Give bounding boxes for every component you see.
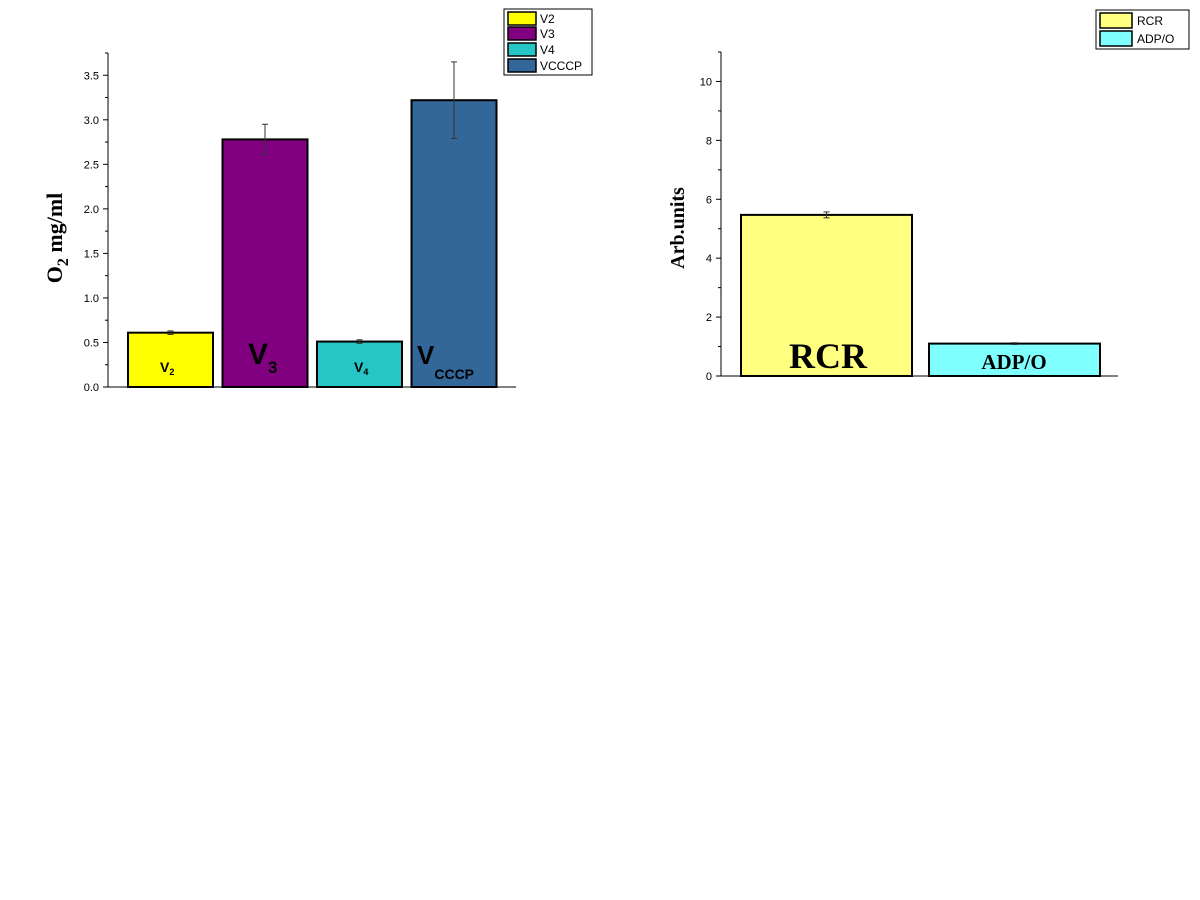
y-tick-label: 3.5 (84, 70, 99, 82)
bar-v2 (127, 331, 214, 389)
chart1-y-ticks: 0.0 0.5 1.0 1.5 2.0 2.5 3.0 3.5 (84, 52, 108, 394)
chart2-error-bars (823, 211, 1018, 345)
legend-label-v2: V2 (540, 12, 555, 26)
bar-adp-o (928, 342, 1101, 378)
legend-swatch-adpo (1099, 30, 1133, 47)
chart-oxygen-consumption: 0.00.51.01.52.02.53.03.5 V2 V3 V4 VCCCP … (42, 8, 593, 394)
chart1-bars (127, 99, 498, 389)
y-tick-label: 1.0 (84, 293, 99, 305)
legend-swatch-vcccp (507, 58, 537, 73)
legend-label-v3: V3 (540, 27, 555, 41)
chart2-y-ticks: 0 2 4 6 8 10 (700, 51, 721, 383)
y-tick-label: 0.5 (84, 337, 99, 349)
chart-rcr-adpo: 0 2 4 6 8 10 RCR ADP/O Arb.units RCR ADP/O (667, 9, 1190, 383)
y-tick-label: 6 (706, 194, 712, 206)
legend-label-adpo: ADP/O (1137, 32, 1174, 46)
legend-swatch-v4 (507, 42, 537, 57)
chart1-error-bars (167, 61, 457, 344)
bar-label-v3: V3 (248, 338, 277, 377)
y-tick-label: 8 (706, 135, 712, 147)
y-tick-label: 3.0 (84, 115, 99, 127)
y-tick-label: 1.5 (84, 248, 99, 260)
y-tick-label: 0.0 (84, 382, 99, 394)
legend-swatch-v2 (507, 11, 537, 26)
legend-swatch-v3 (507, 26, 537, 41)
bar-label-v2: V2 (160, 359, 174, 377)
legend-label-v4: V4 (540, 43, 555, 57)
legend-label-vcccp: VCCCP (540, 59, 582, 73)
y-tick-label: 2.5 (84, 159, 99, 171)
bar-label-rcr: RCR (789, 336, 868, 376)
chart1-legend: V2 V3 V4 VCCCP (503, 8, 593, 76)
chart2-bars (740, 213, 1101, 378)
bar-rcr (740, 213, 913, 377)
y-tick-label: 2 (706, 312, 712, 324)
legend-label-rcr: RCR (1137, 14, 1163, 28)
y-tick-label: 10 (700, 76, 712, 88)
y-tick-label: 4 (706, 253, 712, 265)
legend-swatch-rcr (1099, 12, 1133, 29)
y-tick-label: 0 (706, 371, 712, 383)
chart2-y-axis-title: Arb.units (667, 187, 689, 269)
bar-label-vcccp: VCCCP (417, 340, 474, 382)
y-tick-label: 2.0 (84, 204, 99, 216)
bar-label-v4: V4 (354, 359, 368, 377)
chart1-y-axis-title: O2 mg/ml (42, 193, 72, 284)
bar-label-adpo: ADP/O (981, 350, 1046, 374)
chart2-legend: RCR ADP/O (1095, 9, 1190, 50)
